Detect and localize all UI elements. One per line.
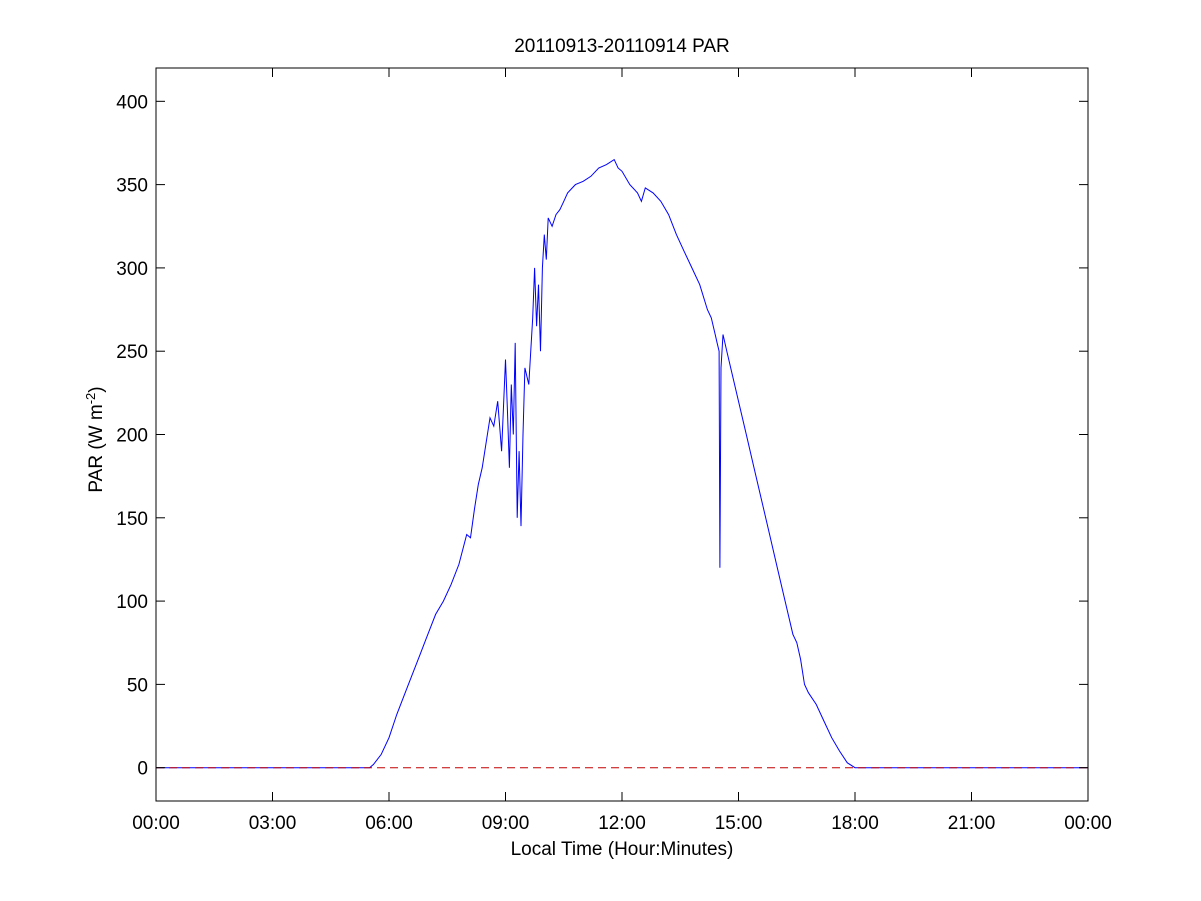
x-axis-title: Local Time (Hour:Minutes) xyxy=(511,839,734,860)
x-tick-label: 00:00 xyxy=(132,813,180,834)
x-tick-label: 06:00 xyxy=(365,813,413,834)
y-tick-label: 250 xyxy=(116,342,148,363)
y-tick-label: 300 xyxy=(116,259,148,280)
y-axis-title-close: ) xyxy=(86,386,107,392)
plot-area xyxy=(156,68,1088,801)
y-tick-label: 400 xyxy=(116,92,148,113)
y-tick-label: 350 xyxy=(116,176,148,197)
chart-title: 20110913-20110914 PAR xyxy=(514,36,730,57)
y-tick-label: 50 xyxy=(127,675,148,696)
x-tick-label: 21:00 xyxy=(948,813,996,834)
y-axis-title-superscript: -2 xyxy=(83,393,98,405)
y-tick-label: 200 xyxy=(116,426,148,447)
x-tick-label: 18:00 xyxy=(831,813,879,834)
par-series-line xyxy=(156,158,1088,769)
x-tick-label: 15:00 xyxy=(715,813,763,834)
x-tick-label: 03:00 xyxy=(249,813,297,834)
x-tick-label: 00:00 xyxy=(1064,813,1112,834)
y-tick-label: 100 xyxy=(116,592,148,613)
y-axis-title: PAR (W m-2) xyxy=(83,386,108,492)
y-tick-label: 0 xyxy=(137,759,148,780)
x-tick-label: 12:00 xyxy=(598,813,646,834)
y-axis-title-main: PAR (W m xyxy=(86,404,107,492)
y-tick-label: 150 xyxy=(116,509,148,530)
series-layer xyxy=(156,158,1088,769)
x-tick-label: 09:00 xyxy=(482,813,530,834)
y-axis-ticks: 0 50 100 150 200 250 300 350 400 xyxy=(116,92,1088,780)
x-axis-ticks: 00:00 03:00 06:00 09:00 12:00 15:00 18:00 21:00… xyxy=(132,68,1112,834)
